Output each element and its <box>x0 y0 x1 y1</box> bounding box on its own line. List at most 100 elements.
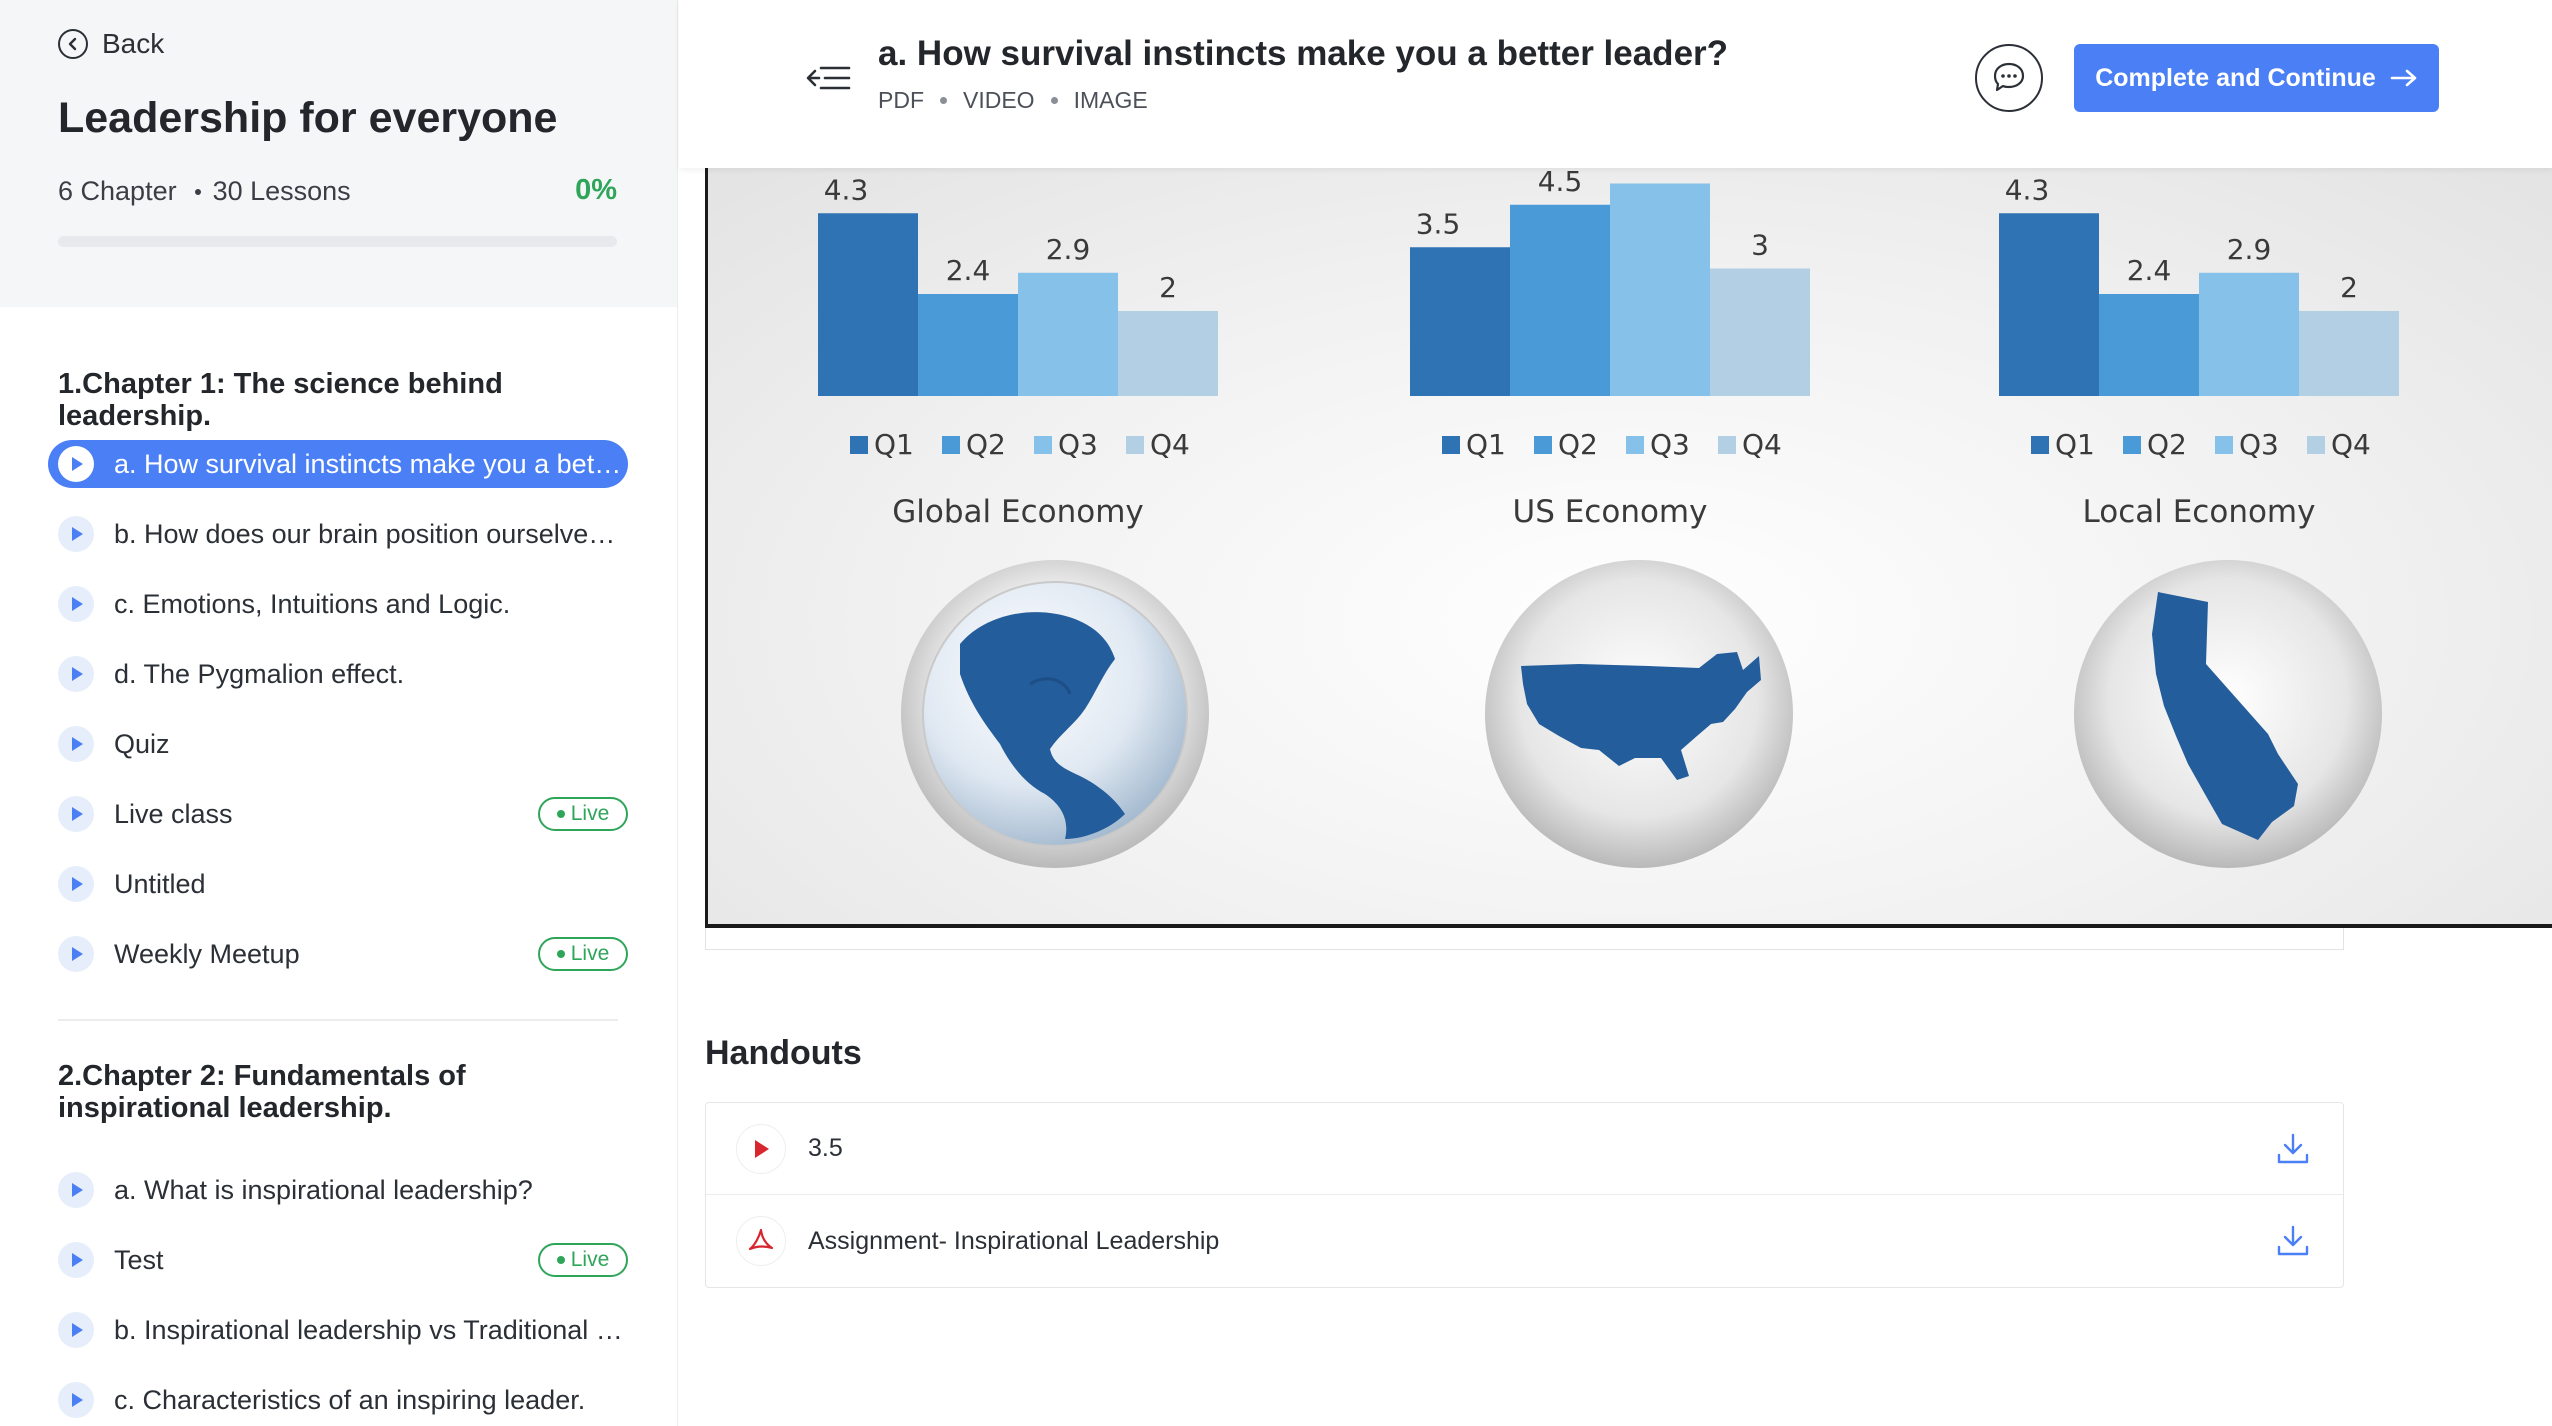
lesson-label: Live class <box>114 798 233 829</box>
complete-and-continue-button[interactable]: Complete and Continue <box>2074 44 2439 112</box>
chapter-title: 2.Chapter 2: Fundamentals of inspiration… <box>58 1060 466 1124</box>
course-title: Leadership for everyone <box>58 94 558 142</box>
lesson-item[interactable]: c. Characteristics of an inspiring leade… <box>48 1376 628 1424</box>
handout-name: Assignment- Inspirational Leadership <box>808 1226 1220 1255</box>
bar-value-label: 3 <box>1751 229 1769 262</box>
progress-bar <box>58 236 617 247</box>
content-type: IMAGE <box>1073 87 1148 113</box>
chat-bubbles-icon <box>1993 62 2025 92</box>
collapse-menu-icon[interactable] <box>805 58 853 98</box>
lesson-item[interactable]: a. What is inspirational leadership? <box>48 1166 628 1214</box>
bar <box>918 294 1018 396</box>
live-badge: Live <box>538 937 628 971</box>
legend-swatch <box>1034 436 1052 454</box>
slide-frame-bottom <box>705 928 2344 950</box>
legend-swatch <box>1442 436 1460 454</box>
separator-dot <box>1050 97 1058 104</box>
bar <box>1999 213 2099 396</box>
play-triangle <box>72 527 83 541</box>
chapter-title: 1.Chapter 1: The science behind leadersh… <box>58 368 503 432</box>
download-icon[interactable] <box>2273 1129 2313 1169</box>
play-triangle <box>72 457 83 471</box>
legend-label: Q4 <box>1150 428 1190 461</box>
lesson-label: a. How survival instincts make you a bet… <box>114 448 628 479</box>
legend-label: Q3 <box>1058 428 1098 461</box>
legend-swatch <box>2307 436 2325 454</box>
bar-value-label: 2.9 <box>2227 233 2272 266</box>
play-icon <box>58 1382 94 1418</box>
play-triangle <box>72 1393 83 1407</box>
back-button[interactable]: Back <box>58 28 164 60</box>
chapter-divider <box>58 1019 618 1021</box>
bar <box>2199 272 2299 396</box>
discussion-button[interactable] <box>1975 44 2043 112</box>
chevron-left-icon <box>58 29 88 59</box>
lesson-title: a. How survival instincts make you a bet… <box>878 34 1729 73</box>
pdf-icon <box>736 1216 786 1266</box>
legend-label: Q2 <box>2147 428 2187 461</box>
handout-row[interactable]: Assignment- Inspirational Leadership <box>706 1195 2343 1287</box>
lesson-item[interactable]: Untitled <box>48 860 628 908</box>
usa-map-icon <box>1485 560 1793 868</box>
play-triangle <box>72 807 83 821</box>
course-header: Back Leadership for everyone 6 Chapter 30… <box>0 0 677 307</box>
play-triangle <box>72 667 83 681</box>
handout-row[interactable]: 3.5 <box>706 1103 2343 1195</box>
play-icon <box>58 1242 94 1278</box>
live-dot-icon <box>556 810 565 818</box>
bar-value-label: 4.3 <box>824 173 869 206</box>
lesson-item[interactable]: Weekly Meetup Live <box>48 930 628 978</box>
separator-dot <box>194 189 201 195</box>
bar <box>2299 311 2399 396</box>
complete-button-label: Complete and Continue <box>2095 63 2376 92</box>
chart-title: Global Economy <box>892 494 1144 530</box>
lesson-label: Weekly Meetup <box>114 938 300 969</box>
lesson-item[interactable]: Live class Live <box>48 790 628 838</box>
chart-title: Local Economy <box>2083 494 2316 530</box>
lesson-item[interactable]: a. How survival instincts make you a bet… <box>48 440 628 488</box>
lesson-label: d. The Pygmalion effect. <box>114 658 405 689</box>
bar <box>1018 272 1118 396</box>
bar-value-label: 2 <box>2340 271 2358 304</box>
play-icon <box>58 1172 94 1208</box>
download-icon[interactable] <box>2273 1221 2313 1261</box>
lesson-item[interactable]: Test Live <box>48 1236 628 1284</box>
content-types: PDF VIDEO IMAGE <box>878 87 1148 114</box>
lesson-item[interactable]: c. Emotions, Intuitions and Logic. <box>48 580 628 628</box>
legend-swatch <box>1126 436 1144 454</box>
legend-label: Q4 <box>2331 428 2371 461</box>
live-badge: Live <box>538 797 628 831</box>
live-dot-icon <box>556 1256 565 1264</box>
bar-chart: 4.3 2.4 2.9 2 Q1 Q2 Q3 Q4 Local Economy <box>1999 173 2399 530</box>
legend-label: Q1 <box>874 428 914 461</box>
lesson-item[interactable]: Quiz <box>48 720 628 768</box>
lesson-item[interactable]: b. Inspirational leadership vs Tradition… <box>48 1306 628 1354</box>
globe-americas-icon <box>901 560 1209 868</box>
bar <box>1710 268 1810 396</box>
bar <box>1610 183 1710 396</box>
play-icon <box>58 516 94 552</box>
lesson-item[interactable]: d. The Pygmalion effect. <box>48 650 628 698</box>
play-triangle <box>72 877 83 891</box>
lesson-label: Test <box>114 1244 164 1275</box>
bar-value-label: 3.5 <box>1416 207 1461 240</box>
bar-value-label: 2.9 <box>1046 233 1091 266</box>
course-sidebar: Back Leadership for everyone 6 Chapter 30… <box>0 0 678 1426</box>
lesson-item[interactable]: b. How does our brain position ourselves… <box>48 510 628 558</box>
legend-swatch <box>1718 436 1736 454</box>
legend-label: Q3 <box>2239 428 2279 461</box>
separator-dot <box>940 97 947 104</box>
bar <box>2099 294 2199 396</box>
bar-chart: 3.5 4.5 3 Q1 Q2 Q3 Q4 US Economy <box>1410 168 1810 530</box>
lesson-label: a. What is inspirational leadership? <box>114 1174 533 1205</box>
legend-label: Q3 <box>1650 428 1690 461</box>
bar-value-label: 2.4 <box>946 254 991 287</box>
bar-value-label: 2 <box>1159 271 1177 304</box>
legend-swatch <box>850 436 868 454</box>
legend-swatch <box>1626 436 1644 454</box>
lesson-count: 30 Lessons <box>212 176 351 206</box>
legend-label: Q2 <box>1558 428 1598 461</box>
legend-swatch <box>2123 436 2141 454</box>
legend-swatch <box>2215 436 2233 454</box>
